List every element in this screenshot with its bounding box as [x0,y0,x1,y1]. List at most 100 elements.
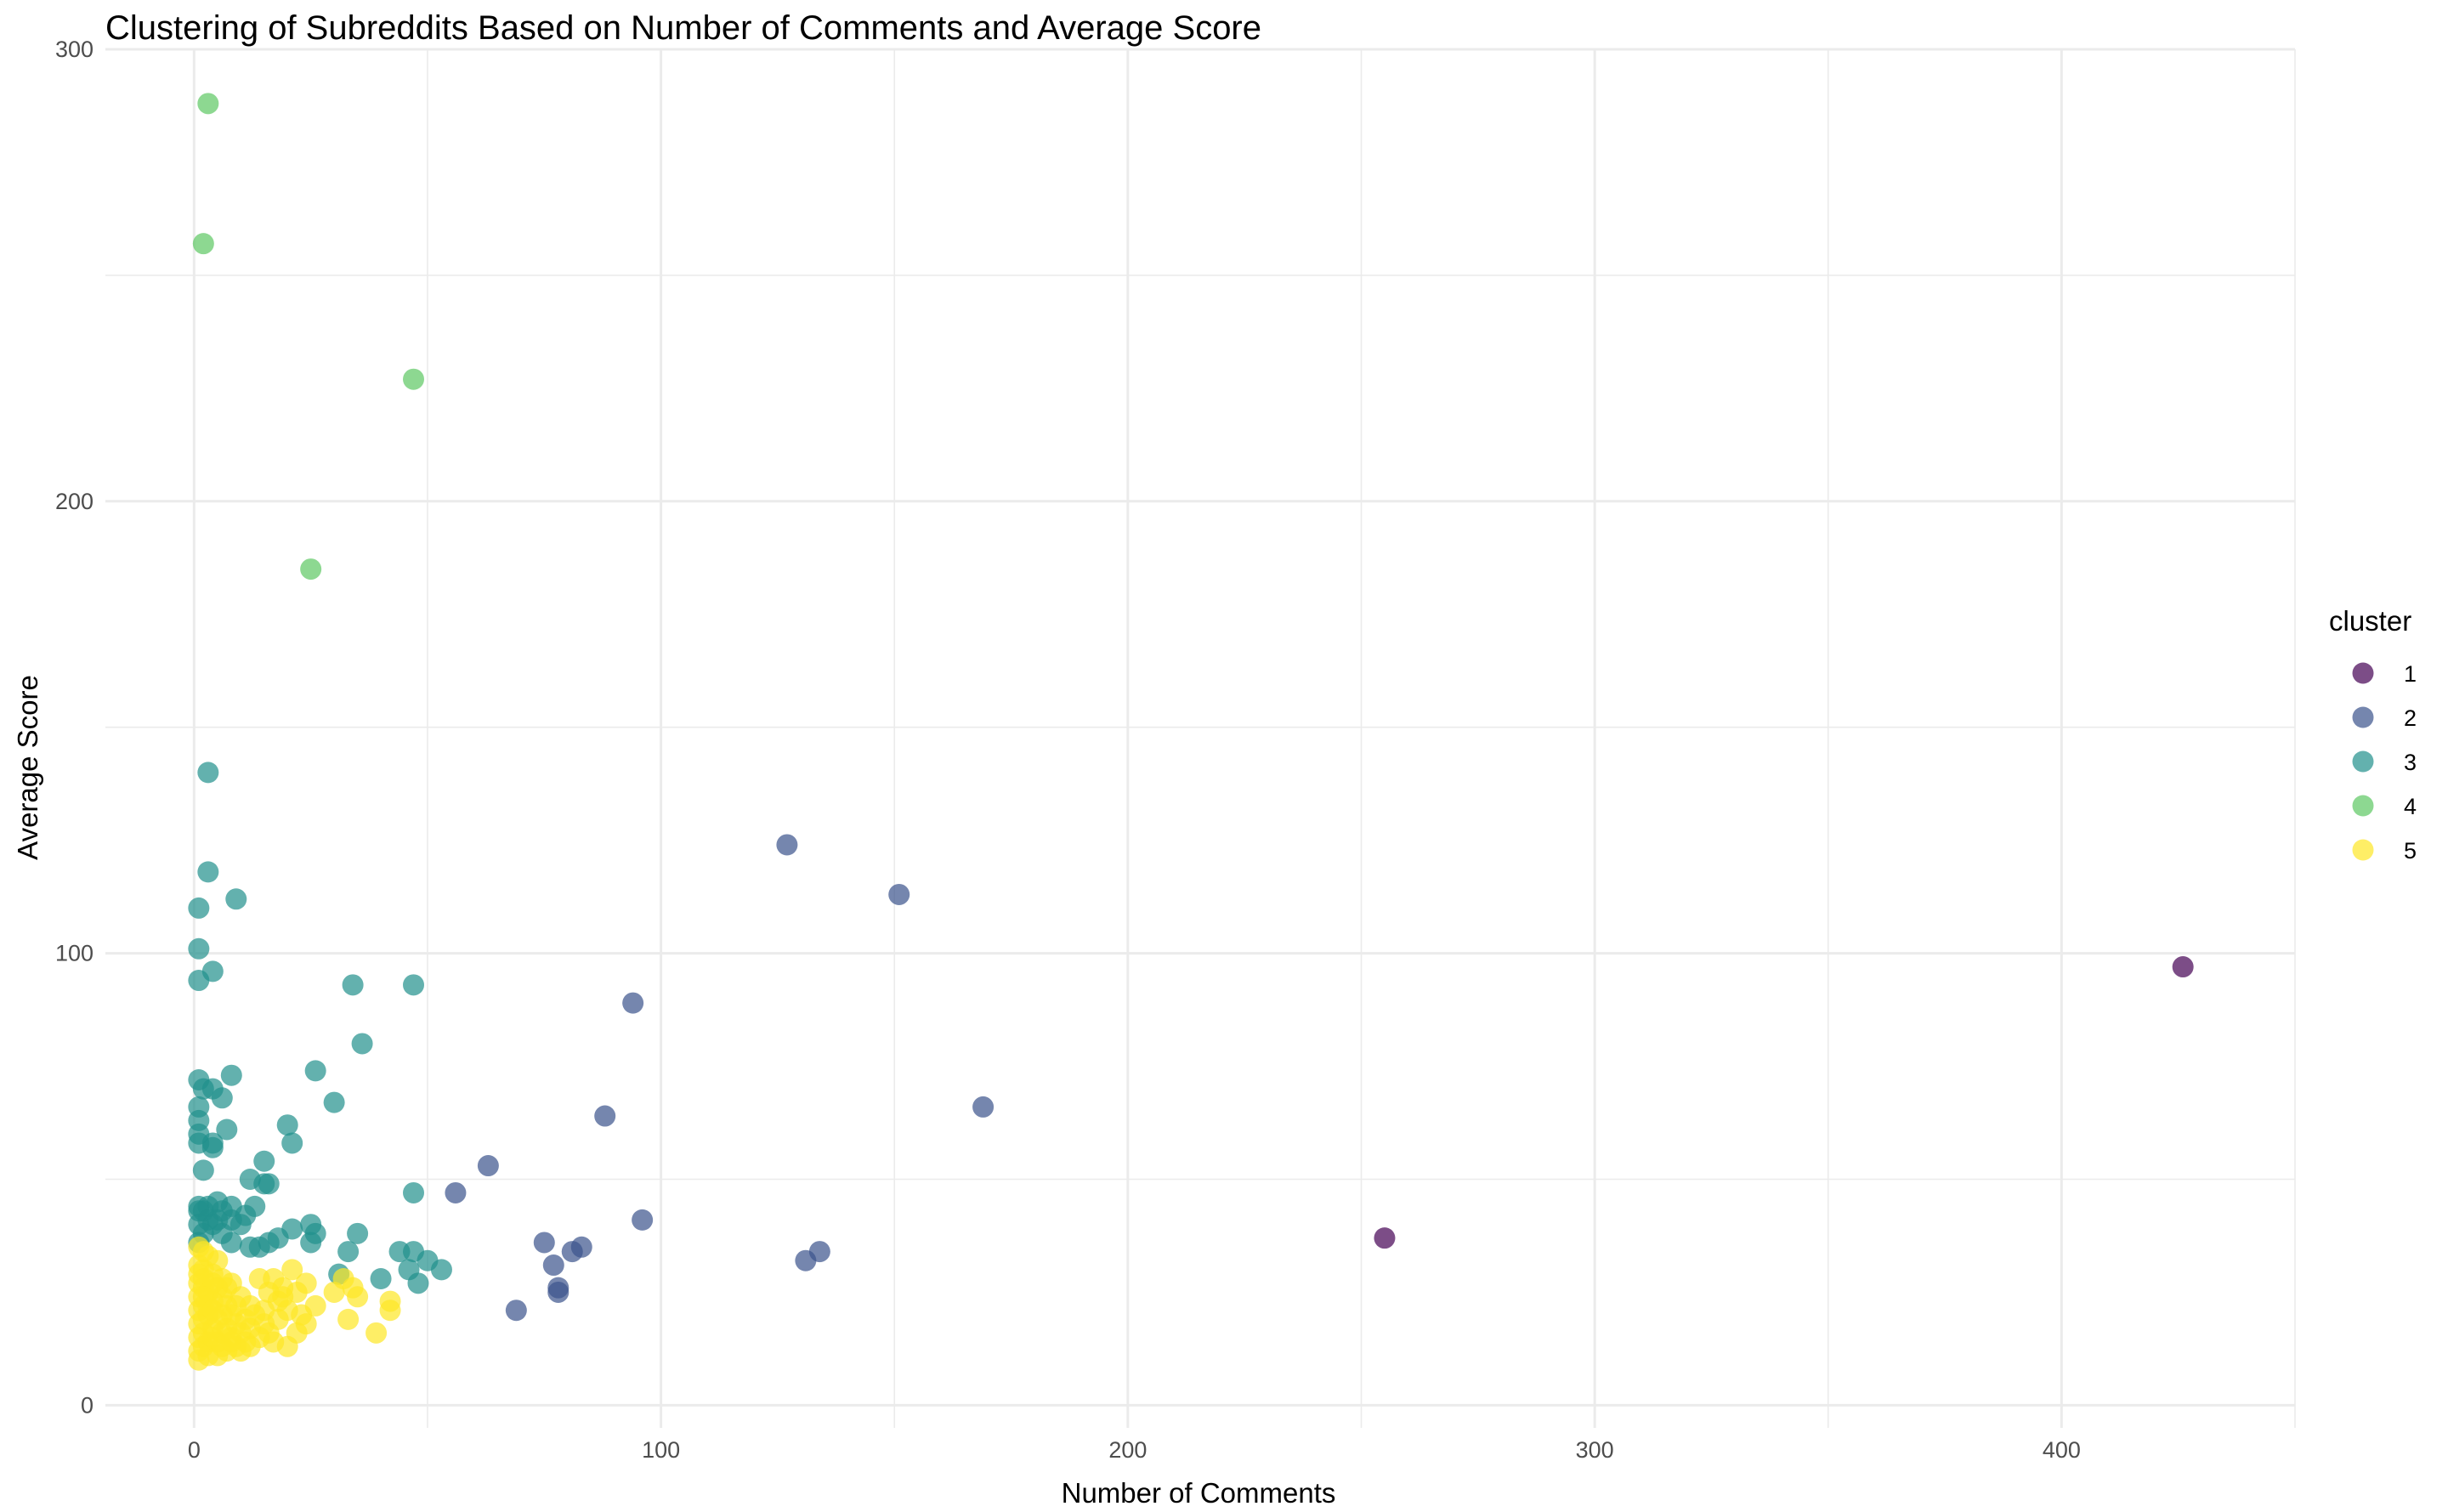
data-point [197,861,219,883]
data-point [337,1308,360,1330]
data-point [403,974,425,996]
legend-label: 3 [2404,750,2417,775]
series-cluster-3 [188,762,452,1294]
legend-swatch [2352,706,2374,728]
data-point [403,368,425,390]
legend-items: 1 2 3 4 5 [2352,661,2417,864]
data-point [248,1236,270,1258]
data-point [477,1155,499,1177]
x-tick-label: 300 [1576,1437,1614,1463]
data-point [188,897,210,919]
data-point [505,1300,527,1322]
data-point [972,1096,994,1118]
legend-label: 4 [2404,794,2417,819]
data-point [197,762,219,784]
x-tick-label: 100 [642,1437,680,1463]
data-point [547,1281,570,1303]
data-point [370,1268,392,1290]
legend: cluster 1 2 3 4 5 [2329,605,2417,864]
legend-title: cluster [2329,605,2411,637]
data-points [188,93,2194,1371]
y-tick-label: 100 [55,941,94,966]
data-point [337,1241,360,1263]
data-point [300,558,322,580]
legend-swatch [2352,839,2374,861]
data-point [323,1091,345,1113]
data-point [542,1254,564,1277]
chart-title: Clustering of Subreddits Based on Number… [105,9,1261,47]
data-point [1374,1227,1396,1249]
legend-swatch [2352,795,2374,817]
y-axis-ticks: 0 100 200 300 [55,37,94,1418]
data-point [211,1087,233,1109]
data-point [533,1232,555,1254]
data-point [201,1300,224,1322]
series-cluster-5 [188,1236,401,1371]
x-tick-label: 200 [1108,1437,1147,1463]
legend-item: 2 [2352,705,2417,731]
data-point [192,233,214,255]
data-point [258,1173,280,1195]
data-point [192,1159,214,1181]
data-point [347,1222,369,1244]
data-point [407,1272,429,1294]
legend-swatch [2352,662,2374,684]
legend-label: 2 [2404,705,2417,731]
data-point [220,1064,242,1086]
data-point [276,1114,298,1136]
data-point [239,1335,261,1357]
data-point [281,1132,303,1154]
data-point [430,1259,452,1281]
data-point [263,1331,285,1353]
series-cluster-2 [445,834,994,1322]
data-point [304,1060,326,1082]
x-tick-label: 0 [188,1437,201,1463]
data-point [445,1181,467,1203]
data-point [188,937,210,960]
data-point [888,883,910,905]
y-tick-label: 0 [81,1392,94,1418]
data-point [351,1033,373,1055]
data-point [403,1181,425,1203]
series-cluster-1 [1374,956,2194,1249]
legend-item: 3 [2352,750,2417,775]
x-tick-label: 400 [2043,1437,2081,1463]
legend-item: 5 [2352,838,2417,864]
data-point [776,834,798,856]
data-point [230,1214,252,1236]
data-point [304,1294,326,1317]
data-point [632,1209,654,1231]
x-axis-title: Number of Comments [1062,1477,1336,1509]
data-point [253,1150,275,1172]
data-point [216,1118,238,1141]
data-point [561,1241,583,1263]
data-point [220,1232,242,1254]
data-point [188,1263,210,1285]
legend-item: 1 [2352,661,2417,687]
series-cluster-4 [192,93,425,580]
x-axis-ticks: 0 100 200 300 400 [188,1437,2081,1463]
data-point [201,1136,224,1158]
data-point [594,1105,616,1127]
data-point [253,1300,275,1322]
data-point [281,1259,303,1281]
data-point [272,1286,294,1308]
legend-label: 5 [2404,838,2417,864]
legend-label: 1 [2404,661,2417,687]
y-tick-label: 200 [55,489,94,514]
y-axis-title: Average Score [12,675,43,860]
plot-grid [105,48,2296,1428]
data-point [379,1300,401,1322]
data-point [795,1249,817,1271]
data-point [388,1241,411,1263]
data-point [286,1322,308,1344]
data-point [225,888,247,910]
data-point [2172,956,2194,978]
data-point [300,1232,322,1254]
legend-swatch [2352,750,2374,773]
data-point [323,1281,345,1303]
y-tick-label: 300 [55,37,94,62]
data-point [197,93,219,115]
data-point [622,992,644,1014]
